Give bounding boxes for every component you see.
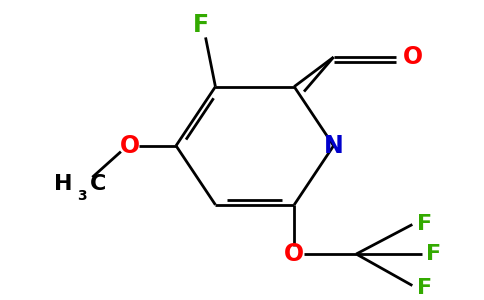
Text: O: O <box>120 134 140 158</box>
Text: H: H <box>54 174 73 194</box>
Text: O: O <box>284 242 304 266</box>
Text: F: F <box>417 278 432 298</box>
Text: N: N <box>324 134 344 158</box>
Text: F: F <box>426 244 441 264</box>
Text: C: C <box>90 174 106 194</box>
Text: F: F <box>193 13 209 37</box>
Text: O: O <box>403 45 424 69</box>
Text: 3: 3 <box>77 189 87 203</box>
Text: F: F <box>417 214 432 235</box>
